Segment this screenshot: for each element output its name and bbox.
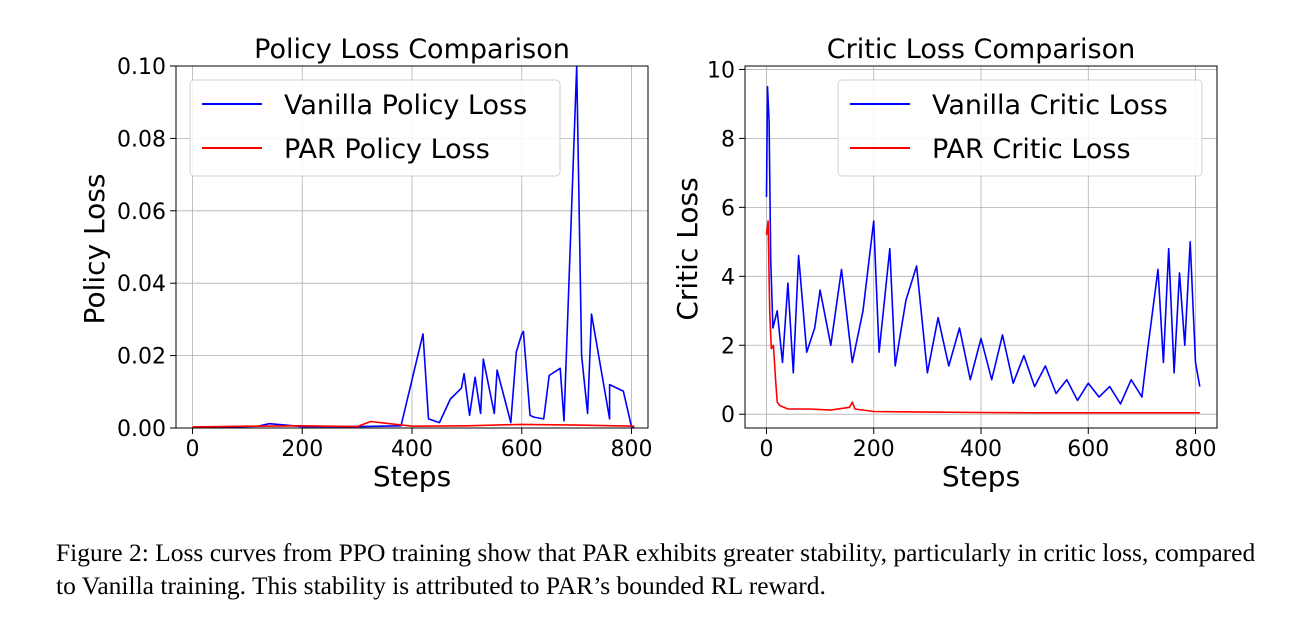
figure-caption: Figure 2: Loss curves from PPO training … xyxy=(56,538,1256,600)
y-tick-label: 0.06 xyxy=(117,200,166,225)
x-tick-label: 200 xyxy=(853,437,895,462)
chart-title: Policy Loss Comparison xyxy=(254,34,570,65)
x-tick-label: 600 xyxy=(501,437,543,462)
plot-area xyxy=(192,66,635,428)
y-tick-label: 0.02 xyxy=(117,345,166,370)
x-axis-label: Steps xyxy=(373,460,451,493)
series-line-vanilla xyxy=(765,85,1201,405)
critic-loss-chart: 0 200 400 600 800 0 2 4 6 8 10 Critic Loss Comparis… xyxy=(671,34,1218,493)
chart-title: Critic Loss Comparison xyxy=(827,34,1135,65)
axes-frame xyxy=(744,65,1218,429)
legend-label: Vanilla Critic Loss xyxy=(932,90,1168,121)
legend-box xyxy=(837,79,1203,177)
y-axis-label: Critic Loss xyxy=(671,177,704,320)
series-line-vanilla xyxy=(192,66,635,428)
series-line-par xyxy=(765,220,1200,414)
x-tick-label: 200 xyxy=(281,437,323,462)
legend-label: Vanilla Policy Loss xyxy=(284,90,527,121)
y-tick-label: 0.10 xyxy=(117,55,166,80)
x-tick-label: 0 xyxy=(759,437,773,462)
y-tick-label: 0 xyxy=(721,403,735,428)
y-tick-label: 4 xyxy=(721,265,735,290)
y-tick-label: 0.04 xyxy=(117,272,166,297)
x-axis-label: Steps xyxy=(942,460,1020,493)
legend-label: PAR Critic Loss xyxy=(932,134,1131,165)
x-tick-label: 0 xyxy=(185,437,199,462)
x-tick-label: 400 xyxy=(960,437,1002,462)
series-line-par xyxy=(192,420,635,428)
y-tick-label: 8 xyxy=(721,127,735,152)
x-tick-label: 400 xyxy=(391,437,433,462)
y-tick-label: 0.00 xyxy=(117,417,166,442)
plot-area xyxy=(765,85,1201,414)
axes-frame xyxy=(175,65,649,429)
x-tick-label: 600 xyxy=(1067,437,1109,462)
x-tick-label: 800 xyxy=(611,437,653,462)
y-tick-label: 0.08 xyxy=(117,127,166,152)
legend-label: PAR Policy Loss xyxy=(284,134,490,165)
policy-loss-chart: 0 200 400 600 800 0.00 0.02 0.04 0.06 0.08 0.10 Pol… xyxy=(78,34,653,493)
x-tick-label: 800 xyxy=(1175,437,1217,462)
y-tick-label: 2 xyxy=(721,334,735,359)
legend-box xyxy=(189,79,561,177)
y-tick-label: 6 xyxy=(721,196,735,221)
y-tick-label: 10 xyxy=(707,58,735,83)
y-axis-label: Policy Loss xyxy=(78,174,111,325)
